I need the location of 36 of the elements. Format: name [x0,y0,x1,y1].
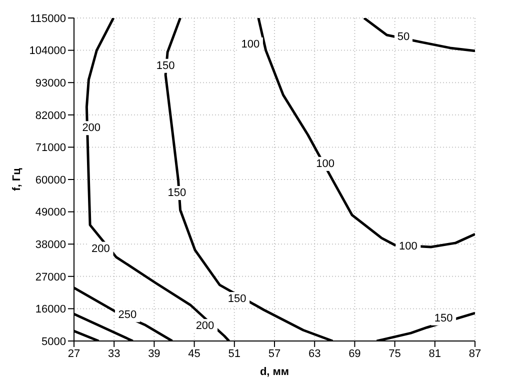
y-tick-label: 104000 [29,45,66,58]
annotation: 200 [92,242,110,255]
y-tick-label: 16000 [35,304,66,316]
x-tick-label: 39 [148,348,160,360]
y-tick-label: 93000 [35,78,66,90]
y-tick-label: 27000 [35,271,66,284]
annotation: 150 [168,187,186,200]
x-tick-label: 57 [268,348,281,360]
annotation: 100 [398,240,418,252]
x-tick-label: 45 [188,348,200,360]
y-tick-label: 49000 [35,206,66,219]
annotation: 150 [228,293,246,306]
y-tick-label: 115000 [30,12,66,25]
annotation: 150 [434,312,453,324]
y-tick-label: 71000 [35,142,66,154]
x-tick-label: 27 [68,348,80,360]
annotation: 50 [397,31,410,44]
x-tick-label: 81 [428,348,442,360]
x-tick-label: 63 [308,348,321,360]
x-tick-label: 75 [388,348,401,360]
annotation: 250 [118,309,137,322]
annotation: 100 [316,158,334,170]
annotation: 200 [82,122,101,134]
x-tick-label: 33 [108,348,120,360]
y-tick-label: 5000 [42,336,66,348]
annotation: 100 [241,38,260,50]
y-tick-label: 82000 [35,110,66,122]
annotation: 150 [156,60,175,72]
x-tick-label: 51 [228,348,241,360]
x-tick-label: 87 [468,348,482,360]
y-tick-label: 60000 [35,174,66,186]
annotation: 200 [196,320,214,332]
y-tick-label: 38000 [35,239,66,252]
x-tick-label: 69 [348,348,361,360]
y-axis-title: f, Гц [10,168,23,191]
x-axis-title: d, мм [260,366,290,378]
